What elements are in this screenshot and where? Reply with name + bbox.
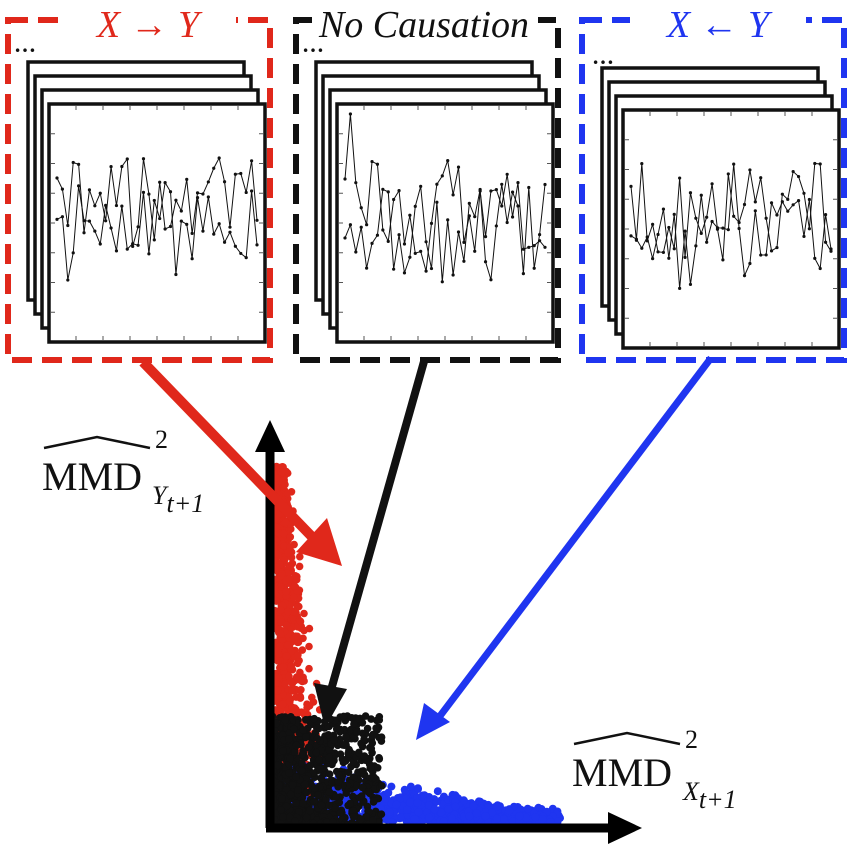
arrow-blue-to-plot [416,355,714,740]
panel-title-no-causation: No Causation [318,4,529,46]
ellipsis-red: … [14,32,36,57]
arrow-red-to-plot [139,358,342,566]
x-axis-arrowhead [608,812,642,844]
x-axis-label-sub: Xt+1 [682,777,737,814]
series-frame [621,108,841,350]
panel-title-y-causes-x: X ← Y [665,4,773,46]
x-axis-label: MMD 2 Xt+1 [572,725,737,814]
time-series-line [344,184,546,282]
x-axis-label-hat [573,731,681,746]
x-axis-label-sup: 2 [685,725,698,754]
series-stack-red [26,60,267,344]
y-axis-arrowhead [255,420,285,452]
y-axis-label-mmd: MMD [42,454,142,499]
y-axis-label-hat [43,435,151,450]
panel-y-causes-x: X ← Y … [579,0,847,363]
plot-axes [255,420,642,844]
x-axis-label-mmd: MMD [572,750,672,795]
panel-x-causes-y: X → Y … [5,0,273,363]
series-frame [47,102,267,344]
arrow-black-to-plot [314,356,429,728]
y-axis-label-sup: 2 [155,425,168,454]
panel-no-causation: No Causation … [293,0,561,363]
series-stack-blue [600,66,841,350]
time-series-line [56,181,258,281]
series-stack-black [314,60,555,344]
y-axis-label-sub: Yt+1 [152,481,204,518]
panel-title-x-causes-y: X → Y [95,4,203,46]
y-axis-label: MMD 2 Yt+1 [42,425,204,518]
ellipsis-blue: … [592,44,614,69]
series-frame [335,102,555,344]
ellipsis-black: … [302,32,324,57]
scatter-cloud [268,462,564,830]
time-series-line [344,113,546,272]
